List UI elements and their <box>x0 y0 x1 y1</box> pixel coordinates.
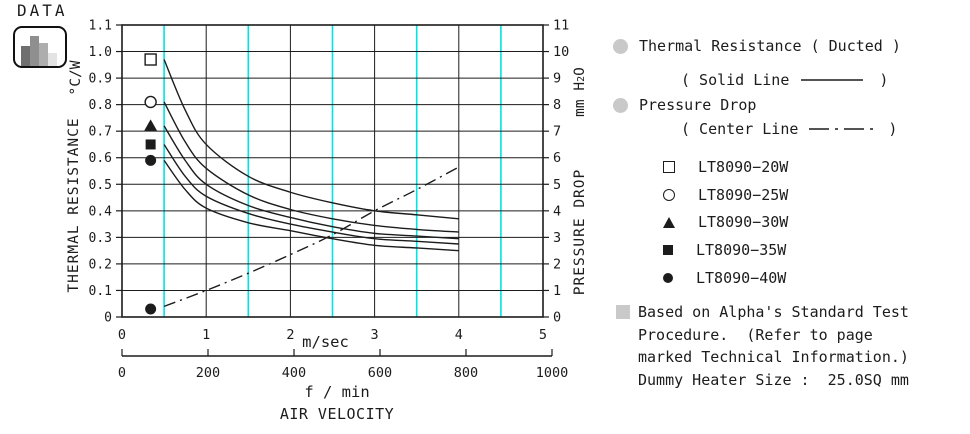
note-line: Procedure. (Refer to page <box>638 325 873 344</box>
legend-solid-line-note: ( Solid Line ) <box>681 71 888 89</box>
model-label: LT8090−25W <box>698 186 789 204</box>
tick-label-left: 0.4 <box>89 204 113 219</box>
pressure-drop-line <box>163 166 460 308</box>
filled-circle-marker-icon <box>663 273 673 283</box>
filled-square-marker-icon <box>663 245 673 255</box>
tick-label-msec: 0 <box>118 327 126 343</box>
model-label: LT8090−30W <box>698 213 789 231</box>
solid-line-note-suffix: ) <box>879 71 889 89</box>
tick-label-left: 0.5 <box>89 178 112 193</box>
legend-model-row: LT8090−30W <box>663 213 788 231</box>
tick-label-right: 7 <box>553 124 561 140</box>
series-marker-LT8090-20W <box>144 53 157 66</box>
tick-label-fmin: 0 <box>118 365 126 381</box>
model-label: LT8090−35W <box>696 241 787 259</box>
center-line-note-prefix: ( Center Line <box>681 120 799 138</box>
legend-model-row: LT8090−35W <box>663 241 786 259</box>
pressure-drop-marker <box>145 303 157 315</box>
tick-label-right: 0 <box>553 310 561 326</box>
open-circle-marker-icon <box>663 189 675 201</box>
tick-label-right: 6 <box>553 150 561 166</box>
dash-dot-line-sample-icon <box>809 128 874 130</box>
gray-dot-bullet-icon <box>613 38 628 54</box>
legend-pressure-label: Pressure Drop <box>639 96 757 114</box>
test-procedure-note: Based on Alpha's Standard Test Procedure… <box>638 301 909 391</box>
bar-chart-icon-bar <box>30 36 39 66</box>
tick-label-left: 0.3 <box>89 231 112 246</box>
series-marker-LT8090-35W <box>145 139 156 150</box>
note-line: Based on Alpha's Standard Test <box>638 303 909 321</box>
bar-chart-icon-bar <box>39 43 48 66</box>
series-marker-LT8090-30W <box>144 119 158 131</box>
tick-label-left: 0.9 <box>89 72 112 87</box>
tick-label-fmin: 600 <box>368 365 392 381</box>
tick-label-left: 1.1 <box>89 19 112 34</box>
note-line: Dummy Heater Size : 25.0SQ mm <box>638 370 909 389</box>
legend-model-row: LT8090−25W <box>663 186 788 204</box>
tick-label-msec: 3 <box>371 327 379 343</box>
gray-square-bullet-icon <box>616 305 630 319</box>
tick-label-left: 0 <box>104 311 112 326</box>
x-axis-units-fmin: f / min <box>304 383 369 401</box>
filled-triangle-marker-icon <box>663 216 675 228</box>
tick-label-right: 1 <box>553 283 561 299</box>
tick-label-left: 0.7 <box>89 125 112 140</box>
tick-label-left: 1.0 <box>89 45 112 60</box>
tick-label-right: 10 <box>553 44 569 60</box>
gray-dot-bullet-icon <box>613 97 628 113</box>
data-badge-label: DATA <box>17 1 68 20</box>
x-axis-title: AIR VELOCITY <box>280 405 394 423</box>
series-line-LT8090-30W <box>163 125 459 240</box>
series-marker-LT8090-40W <box>145 154 157 166</box>
series-marker-LT8090-25W <box>144 95 157 109</box>
tick-label-left: 0.2 <box>89 257 112 272</box>
y-left-units: °C/W <box>68 60 84 95</box>
plot-frame <box>121 24 544 318</box>
tick-label-fmin: 800 <box>454 365 478 381</box>
series-line-LT8090-40W <box>163 159 459 252</box>
solid-line-note-prefix: ( Solid Line <box>681 71 790 89</box>
tick-label-msec: 4 <box>455 327 463 343</box>
tick-label-right: 3 <box>553 230 561 246</box>
tick-label-fmin: 1000 <box>536 365 569 381</box>
model-label: LT8090−40W <box>696 269 787 287</box>
legend-thermal-label: Thermal Resistance ( Ducted ) <box>639 37 901 55</box>
tick-label-fmin: 200 <box>196 365 220 381</box>
legend-pressure-drop: Pressure Drop <box>613 96 756 114</box>
y-right-title: PRESSURE DROP <box>572 169 588 296</box>
tick-label-right: 2 <box>553 256 561 272</box>
legend-center-line-note: ( Center Line ) <box>681 120 897 138</box>
tick-label-right: 5 <box>553 177 561 193</box>
note-line: marked Technical Information.) <box>638 348 909 367</box>
series-line-LT8090-35W <box>163 144 459 245</box>
bar-chart-icon-bar <box>21 46 30 66</box>
legend-model-row: LT8090−40W <box>663 269 786 287</box>
tick-label-right: 11 <box>553 18 569 34</box>
tick-label-left: 0.6 <box>89 151 112 166</box>
y-right-units: mm H2O <box>572 67 588 117</box>
center-line-note-suffix: ) <box>888 120 898 138</box>
thermal-resistance-pressure-drop-chart: 0 0.1 0.2 0.3 0.4 0.5 0.6 0.7 0.8 0.9 1.0 1.1 0 1 2 3 4 5… <box>66 18 588 424</box>
bar-chart-icon-bar <box>48 53 57 66</box>
legend-model-row: LT8090−20W <box>663 158 788 176</box>
legend-thermal-resistance: Thermal Resistance ( Ducted ) <box>613 37 901 55</box>
tick-label-right: 9 <box>553 71 561 87</box>
tick-label-msec: 1 <box>202 327 210 343</box>
tick-label-left: 0.1 <box>89 284 112 299</box>
model-label: LT8090−20W <box>698 158 789 176</box>
tick-label-msec: 2 <box>286 327 294 343</box>
series-line-LT8090-25W <box>163 101 459 233</box>
tick-label-right: 8 <box>553 97 561 113</box>
tick-label-left: 0.8 <box>89 98 112 113</box>
tick-label-msec: 5 <box>539 327 547 343</box>
y-left-title: THERMAL RESISTANCE <box>66 117 82 292</box>
tick-label-fmin: 400 <box>282 365 306 381</box>
open-square-marker-icon <box>663 161 675 173</box>
series-line-LT8090-20W <box>163 59 459 220</box>
x-axis-units-msec: m/sec <box>302 333 349 351</box>
tick-label-right: 4 <box>553 203 561 219</box>
solid-line-sample-icon <box>801 79 864 81</box>
bar-chart-icon <box>13 26 67 68</box>
